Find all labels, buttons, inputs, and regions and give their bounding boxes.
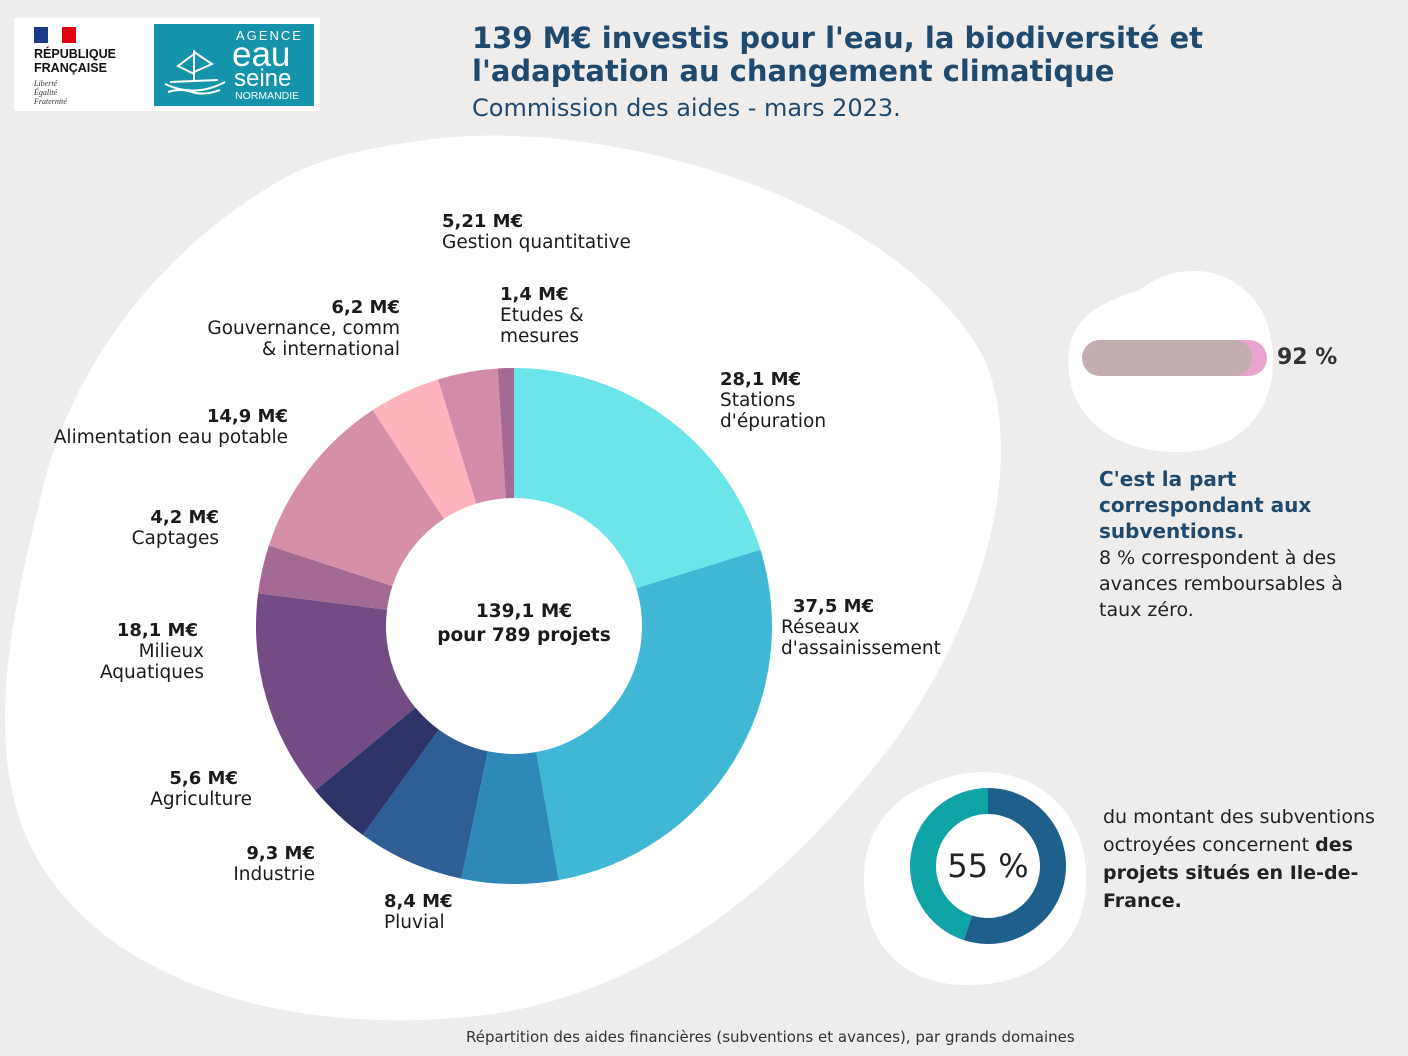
logo-panel: RÉPUBLIQUE FRANÇAISE Liberté Égalité Fra… [14, 18, 320, 111]
republique-motto: Liberté Égalité Fraternité [34, 79, 67, 106]
subsidy-progress-fill [1082, 340, 1253, 376]
donut-slice-5 [255, 593, 416, 791]
category-label: Milieux Aquatiques [99, 641, 204, 683]
idf-ring-share [963, 788, 1066, 944]
page-title: 139 M€ investis pour l'eau, la biodivers… [472, 21, 1204, 88]
donut-slice-9 [438, 368, 506, 504]
idf-ring-rest [909, 788, 988, 941]
donut-slice-4 [315, 707, 439, 836]
label-milieux-aquatiques: 18,1 M€ Milieux Aquatiques [100, 620, 204, 683]
category-label: Gestion quantitative [442, 232, 631, 253]
republique-flag [34, 27, 76, 43]
value-label: 5,21 M€ [442, 211, 524, 232]
category-label: Stations d'épuration [720, 390, 827, 432]
value-label: 6,2 M€ [331, 297, 400, 318]
donut-slice-7 [268, 410, 444, 587]
value-label: 8,4 M€ [384, 891, 453, 912]
value-label: 4,2 M€ [150, 507, 219, 528]
republique-francaise-label: RÉPUBLIQUE FRANÇAISE [34, 47, 116, 75]
donut-center-total: 139,1 M€ pour 789 projets [437, 601, 611, 646]
value-label: 9,3 M€ [246, 843, 315, 864]
label-reseaux-assainissement: 37,5 M€ Réseaux d'assainissement [781, 596, 941, 659]
agency-label-top: AGENCE [236, 28, 303, 43]
agency-label-seine: seine [234, 65, 292, 92]
category-label: Réseaux d'assainissement [781, 617, 941, 659]
idf-text-bold: des projets situés en Ile-de-France. [1103, 834, 1359, 912]
value-label: 28,1 M€ [720, 369, 802, 390]
category-label: Agriculture [150, 789, 252, 810]
value-label: 37,5 M€ [793, 596, 875, 617]
agency-label-eau: eau [232, 35, 291, 74]
idf-description: du montant des subventions octroyées con… [1103, 803, 1383, 915]
subsidy-percent: 92 % [1277, 345, 1338, 370]
label-agriculture: 5,6 M€ Agriculture [150, 768, 252, 810]
agence-eau-seine-normandie-logo: AGENCE eau seine NORMANDIE [154, 24, 314, 106]
label-pluvial: 8,4 M€ Pluvial [384, 891, 453, 933]
label-captages: 4,2 M€ Captages [132, 507, 219, 549]
category-label: Alimentation eau potable [53, 427, 288, 448]
label-gouvernance: 6,2 M€ Gouvernance, comm & international [207, 297, 400, 360]
idf-percent: 55 % [947, 847, 1029, 885]
value-label: 14,9 M€ [206, 406, 288, 427]
chart-source-note: Répartition des aides financières (subve… [466, 1028, 1075, 1046]
category-label: Industrie [233, 864, 315, 885]
donut-slice-2 [461, 751, 559, 884]
category-label: Pluvial [384, 912, 445, 933]
value-label: 18,1 M€ [116, 620, 198, 641]
boat-icon [164, 50, 226, 95]
label-alimentation-eau-potable: 14,9 M€ Alimentation eau potable [54, 406, 288, 448]
label-gestion-quantitative: 5,21 M€ Gestion quantitative [442, 211, 631, 253]
category-label: Captages [131, 528, 219, 549]
donut-slice-8 [372, 379, 477, 519]
value-label: 1,4 M€ [500, 284, 569, 305]
subsidy-note: 8 % correspondent à des avances rembours… [1099, 547, 1343, 621]
value-label: 5,6 M€ [169, 768, 238, 789]
agency-label-normandie: NORMANDIE [235, 90, 300, 102]
label-industrie: 9,3 M€ Industrie [233, 843, 315, 885]
subsidy-progress-bar [1082, 340, 1267, 376]
donut-slice-10 [497, 368, 514, 499]
donut-slice-1 [536, 549, 772, 881]
subsidy-headline: C'est la part correspondant aux subventi… [1099, 467, 1312, 543]
category-label: Gouvernance, comm & international [207, 318, 400, 360]
donut-slice-3 [362, 729, 488, 879]
donut-slice-6 [258, 545, 393, 610]
donut-slice-0 [514, 368, 761, 589]
idf-text-plain: du montant des subventions octroyées con… [1103, 806, 1375, 856]
page-subtitle: Commission des aides - mars 2023. [472, 94, 901, 122]
category-label: Etudes & mesures [500, 305, 584, 347]
label-stations-epuration: 28,1 M€ Stations d'épuration [720, 369, 826, 432]
label-etudes-mesures: 1,4 M€ Etudes & mesures [500, 284, 584, 347]
